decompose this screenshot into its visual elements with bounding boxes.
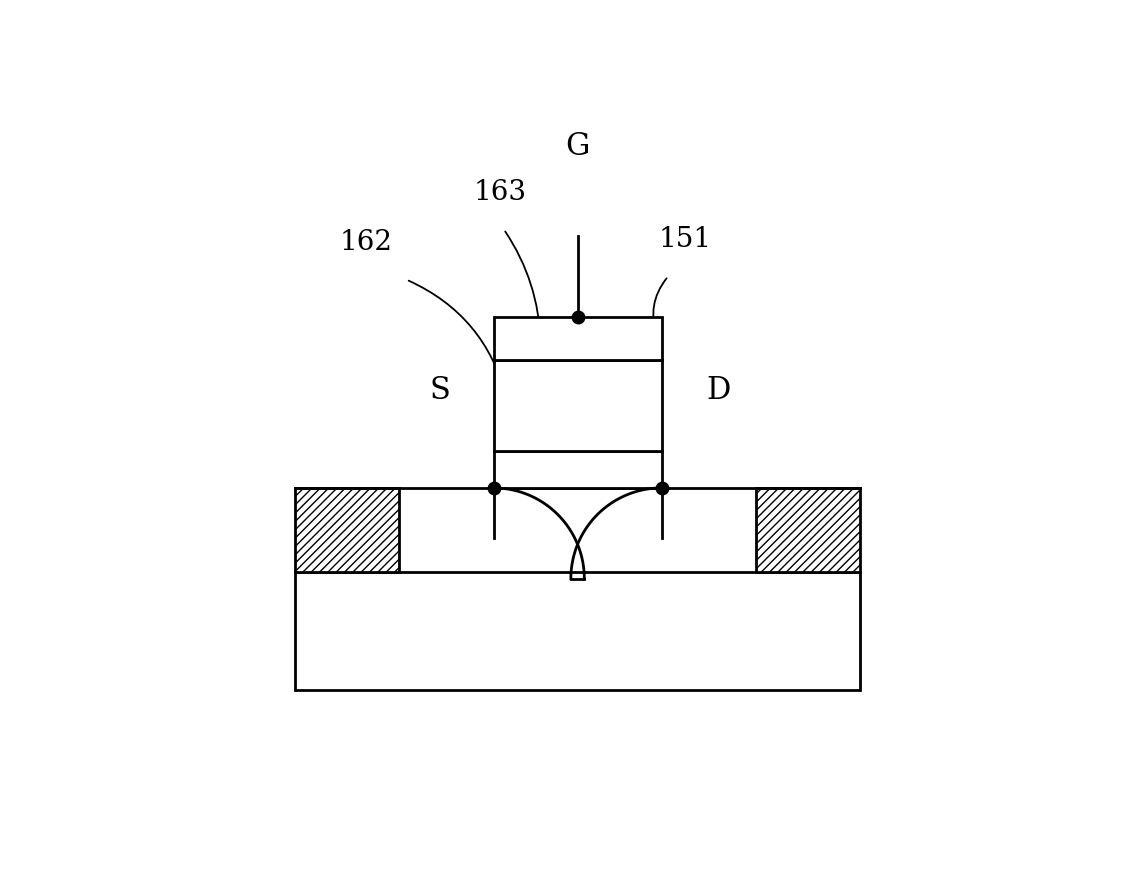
- Bar: [494, 317, 662, 361]
- Text: 163: 163: [473, 179, 526, 206]
- Bar: [295, 488, 399, 572]
- Text: 151: 151: [658, 226, 712, 252]
- Bar: [494, 361, 662, 451]
- Text: D: D: [707, 375, 731, 406]
- Bar: [494, 451, 662, 488]
- Bar: [295, 572, 860, 690]
- Text: 162: 162: [339, 229, 392, 256]
- Text: G: G: [566, 131, 589, 162]
- Text: S: S: [429, 375, 450, 406]
- Bar: [756, 488, 860, 572]
